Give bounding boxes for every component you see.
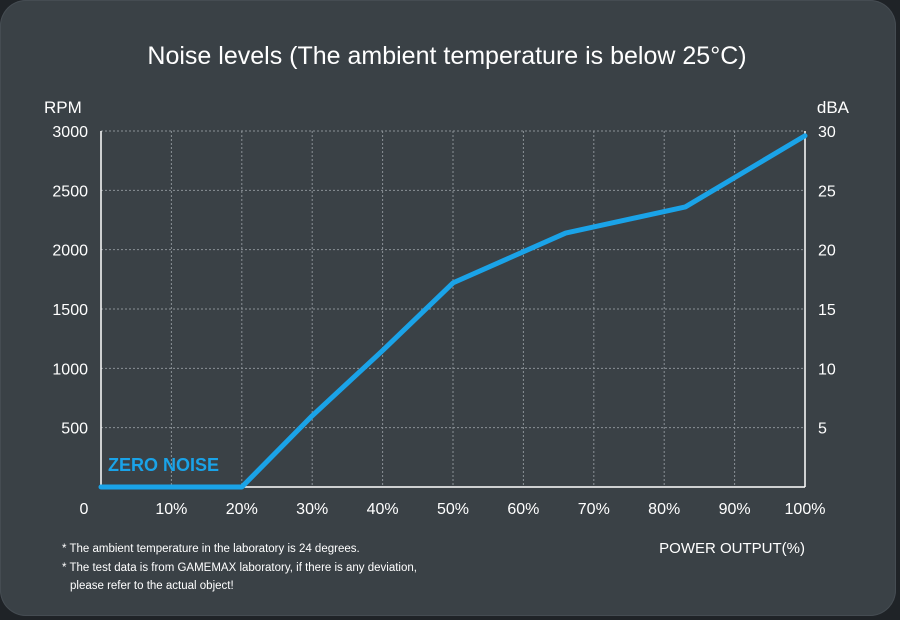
chart-title: Noise levels (The ambient temperature is…	[147, 42, 746, 70]
grid-lines	[101, 130, 805, 487]
zero-noise-annotation: ZERO NOISE	[108, 455, 219, 475]
footnote-3: please refer to the actual object!	[70, 580, 234, 592]
x-tick: 90%	[719, 501, 751, 518]
x-ticks: 0 10% 20% 30% 40% 50% 60% 70% 80% 90% 100%	[80, 501, 826, 518]
x-tick: 50%	[437, 501, 469, 518]
right-y-ticks: 5 10 15 20 25 30	[818, 124, 836, 438]
y-tick-left: 500	[61, 421, 88, 438]
y-tick-right: 25	[818, 183, 836, 200]
x-tick: 0	[80, 501, 89, 518]
y-tick-right: 20	[818, 243, 836, 260]
y-tick-left: 3000	[52, 124, 88, 141]
x-tick: 20%	[226, 501, 258, 518]
y-tick-left: 1000	[52, 361, 88, 378]
right-axis-unit: dBA	[817, 98, 850, 117]
y-tick-right: 30	[818, 124, 836, 141]
y-tick-left: 2000	[52, 243, 88, 260]
y-tick-right: 5	[818, 421, 827, 438]
x-tick: 10%	[155, 501, 187, 518]
x-axis-label: POWER OUTPUT(%)	[659, 540, 805, 557]
y-tick-left: 1500	[52, 302, 88, 319]
x-tick: 80%	[648, 501, 680, 518]
x-tick: 40%	[367, 501, 399, 518]
x-tick: 100%	[785, 501, 826, 518]
footnote-1: * The ambient temperature in the laborat…	[62, 543, 360, 555]
left-y-ticks: 500 1000 1500 2000 2500 3000	[52, 124, 88, 438]
y-tick-right: 10	[818, 361, 836, 378]
x-tick: 70%	[578, 501, 610, 518]
footnote-2: * The test data is from GAMEMAX laborato…	[62, 562, 417, 574]
series-layer	[98, 133, 808, 490]
y-tick-left: 2500	[52, 183, 88, 200]
x-tick: 60%	[507, 501, 539, 518]
noise-line	[98, 133, 808, 490]
left-axis-unit: RPM	[44, 98, 82, 117]
y-tick-right: 15	[818, 302, 836, 319]
x-tick: 30%	[296, 501, 328, 518]
